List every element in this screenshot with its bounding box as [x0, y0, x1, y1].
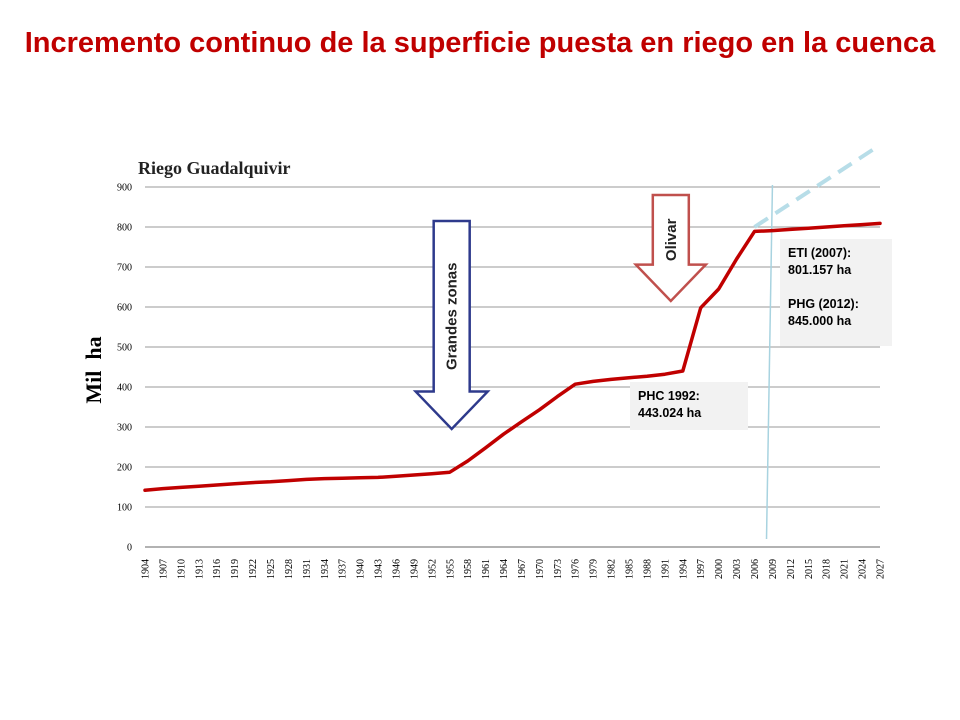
x-tick-label: 1952	[427, 559, 438, 579]
x-tick-label: 1970	[535, 559, 546, 579]
y-tick-label: 700	[117, 263, 132, 274]
eti-phg-note-box	[780, 239, 892, 346]
eti-phg-note-line: PHG (2012):	[788, 297, 859, 311]
annotations-group: Grandes zonas Olivar PHC 1992: 443.024 ha ET…	[412, 193, 892, 431]
x-tick-label: 1919	[230, 559, 241, 579]
x-tick-label: 2027	[876, 559, 887, 579]
vertical-reference-line	[765, 184, 774, 540]
x-tick-label: 1955	[445, 559, 456, 579]
x-tick-label: 2018	[822, 559, 833, 579]
x-tick-label: 1940	[356, 559, 367, 579]
x-tick-label: 1928	[284, 559, 295, 579]
x-tick-label: 2006	[750, 559, 761, 579]
eti-phg-note-line: 845.000 ha	[788, 314, 852, 328]
x-tick-label: 1991	[660, 559, 671, 579]
x-tick-label: 1937	[338, 559, 349, 579]
x-tick-label: 1994	[678, 559, 689, 579]
chart-title: Riego Guadalquivir	[138, 158, 291, 178]
x-tick-label: 2015	[804, 559, 815, 579]
x-tick-label: 2003	[732, 559, 743, 579]
x-tick-labels: 1904 1907 1910 1913 1916 1919 1922 1925 1928 1931…	[141, 559, 887, 579]
x-tick-label: 1979	[589, 559, 600, 579]
y-tick-label: 300	[117, 423, 132, 434]
eti-phg-note-line: ETI (2007):	[788, 246, 851, 260]
x-tick-label: 1913	[194, 559, 205, 579]
x-tick-label: 1976	[571, 559, 582, 579]
slide-title: Incremento continuo de la superficie pue…	[24, 27, 936, 59]
x-tick-label: 2009	[768, 559, 779, 579]
y-tick-label: 800	[117, 223, 132, 234]
x-tick-label: 1934	[320, 559, 331, 579]
y-tick-label: 100	[117, 503, 132, 514]
gridlines	[145, 186, 880, 548]
grandes-zonas-arrow	[412, 219, 491, 431]
irrigated-area-line	[143, 221, 882, 492]
x-tick-label: 2000	[714, 559, 725, 579]
x-tick-label: 1916	[212, 559, 223, 579]
x-tick-label: 1910	[176, 559, 187, 579]
y-tick-label: 200	[117, 463, 132, 474]
phc-1992-note-line: PHC 1992:	[638, 389, 700, 403]
y-tick-label: 900	[117, 183, 132, 194]
phc-1992-note-line: 443.024 ha	[638, 406, 702, 420]
y-tick-label: 0	[127, 543, 132, 554]
x-tick-label: 1985	[625, 559, 636, 579]
x-tick-label: 2012	[786, 559, 797, 579]
x-tick-label: 1997	[696, 559, 707, 579]
phc-1992-note: PHC 1992: 443.024 ha	[630, 382, 748, 430]
y-tick-label: 400	[117, 383, 132, 394]
x-tick-label: 1925	[266, 559, 277, 579]
x-tick-label: 1946	[391, 559, 402, 579]
x-tick-label: 1961	[481, 559, 492, 579]
x-tick-label: 1964	[499, 559, 510, 579]
y-tick-label: 600	[117, 303, 132, 314]
eti-phg-note-line: 801.157 ha	[788, 263, 852, 277]
x-tick-label: 1931	[302, 559, 313, 579]
x-tick-label: 1958	[463, 559, 474, 579]
grandes-zonas-label: Grandes zonas	[444, 263, 461, 371]
y-tick-label: 500	[117, 343, 132, 354]
y-tick-labels: 0 100 200 300 400 500 600 700 800 900	[117, 183, 132, 554]
x-tick-label: 1982	[607, 559, 618, 579]
x-tick-label: 2024	[858, 559, 869, 579]
x-tick-label: 1973	[553, 559, 564, 579]
series-group	[143, 143, 882, 540]
x-tick-label: 1949	[409, 559, 420, 579]
x-tick-label: 1922	[248, 559, 259, 579]
x-tick-label: 1988	[642, 559, 653, 579]
phc-1992-note-box	[630, 382, 748, 430]
projection-dashed-line	[753, 143, 882, 229]
x-tick-label: 1907	[158, 559, 169, 579]
x-tick-label: 1967	[517, 559, 528, 579]
olivar-arrow	[632, 193, 709, 303]
olivar-label: Olivar	[663, 218, 680, 261]
x-tick-label: 1943	[374, 559, 385, 579]
x-tick-label: 1904	[141, 559, 152, 579]
x-tick-label: 2021	[840, 559, 851, 579]
eti-phg-note: ETI (2007): 801.157 ha PHG (2012): 845.000 …	[780, 239, 892, 346]
y-axis-title: Mil ha	[81, 336, 106, 403]
